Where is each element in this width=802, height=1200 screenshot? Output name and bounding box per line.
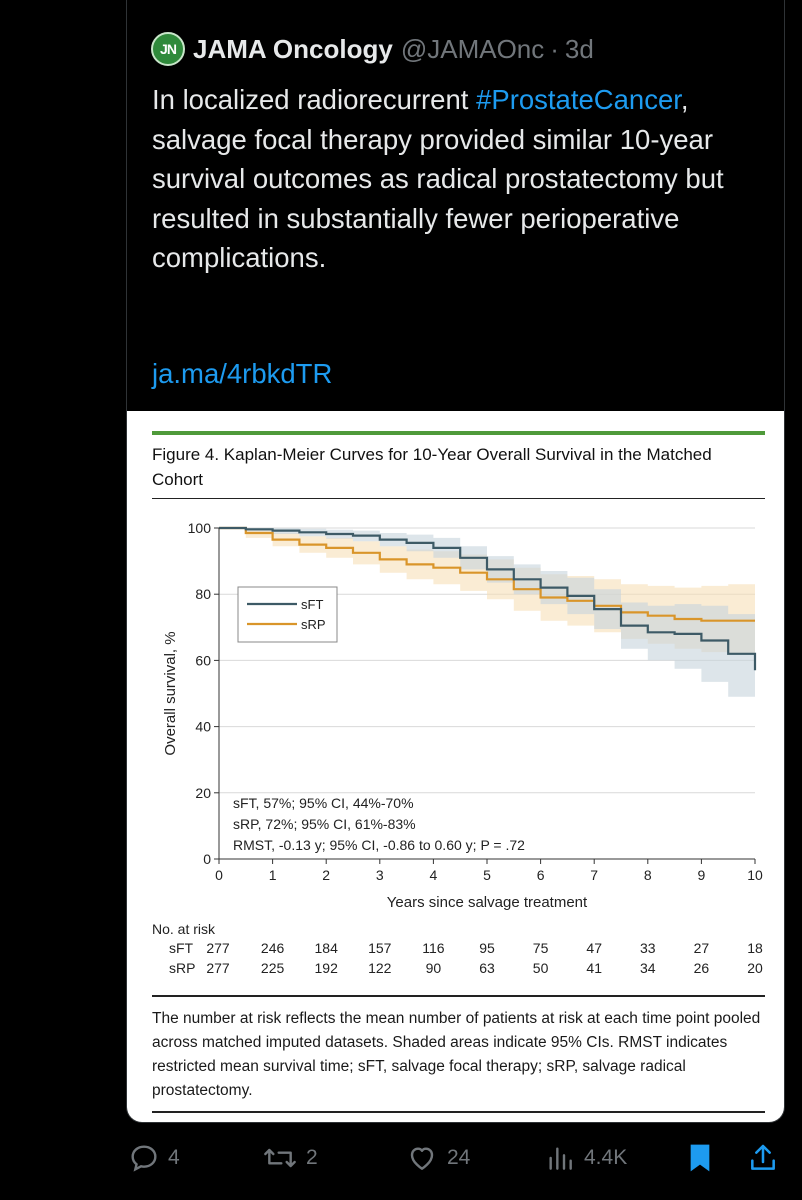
reply-button[interactable]: 4: [128, 1138, 180, 1178]
x-tick-label: 8: [644, 867, 652, 883]
repost-icon: [264, 1148, 296, 1168]
curve-srp: [219, 526, 755, 622]
annotation: sFT, 57%; 95% CI, 44%-70%: [233, 795, 414, 811]
curve-sft: [219, 526, 757, 671]
legend-box: [237, 586, 338, 643]
x-tick-label: 5: [483, 867, 491, 883]
risk-table-cell: 246: [261, 940, 285, 956]
display-name[interactable]: JAMA Oncology: [193, 33, 393, 64]
like-button[interactable]: 24: [405, 1138, 470, 1178]
x-tick-label: 1: [269, 867, 277, 883]
x-tick-label: 9: [698, 867, 706, 883]
figure-accent-bar: [152, 431, 765, 435]
x-tick-label: 4: [430, 867, 438, 883]
caption-divider: [152, 995, 765, 997]
hashtag-link[interactable]: #ProstateCancer: [476, 84, 681, 115]
risk-table-cell: 122: [368, 960, 392, 976]
y-tick-label: 40: [195, 719, 211, 735]
title-divider: [152, 498, 765, 499]
figure-bottom-divider: [152, 1111, 765, 1113]
article-link[interactable]: ja.ma/4rbkdTR: [152, 358, 333, 389]
repost-button[interactable]: 2: [262, 1138, 318, 1178]
risk-table-cell: 192: [315, 960, 339, 976]
risk-table-cell: 50: [533, 960, 549, 976]
x-tick-label: 0: [215, 867, 223, 883]
risk-table-cell: 95: [479, 940, 495, 956]
risk-table-cell: 18: [747, 940, 763, 956]
risk-table-cell: 41: [586, 960, 602, 976]
risk-table-cell: 47: [586, 940, 602, 956]
view-count: 4.4K: [584, 1146, 628, 1169]
action-bar: 4 2 24 4.4K: [0, 1138, 802, 1178]
heart-icon: [410, 1147, 434, 1170]
avatar[interactable]: JN: [151, 32, 185, 66]
share-button[interactable]: [747, 1138, 787, 1178]
risk-table-header: No. at risk: [152, 921, 216, 937]
y-tick-label: 60: [195, 652, 211, 668]
x-tick-label: 6: [537, 867, 545, 883]
risk-table-cell: 34: [640, 960, 656, 976]
separator: ·: [550, 33, 559, 64]
bookmark-button[interactable]: [686, 1138, 722, 1178]
views-icon: [549, 1147, 572, 1170]
views-button[interactable]: 4.4K: [544, 1138, 627, 1178]
y-axis-label: Overall survival, %: [162, 631, 179, 755]
y-tick-label: 0: [203, 851, 211, 867]
tweet-text-part1: In localized radiorecurrent: [152, 84, 477, 115]
tweet-card[interactable]: JN JAMA Oncology @JAMAOnc · 3d In locali…: [126, 0, 785, 1123]
reply-icon: [131, 1145, 157, 1172]
legend-label-srp: sRP: [301, 617, 326, 632]
risk-table-cell: 157: [368, 940, 392, 956]
risk-table-cell: 277: [206, 940, 230, 956]
risk-table-cell: 26: [694, 960, 710, 976]
y-tick-label: 80: [195, 586, 211, 602]
x-tick-label: 2: [322, 867, 330, 883]
figure-caption: The number at risk reflects the mean num…: [152, 1010, 761, 1099]
risk-table-cell: 27: [694, 940, 710, 956]
y-tick-label: 100: [188, 520, 212, 536]
figure-title: Figure 4. Kaplan-Meier Curves for 10-Yea…: [152, 445, 712, 489]
risk-table-cell: 225: [261, 960, 285, 976]
figure-image[interactable]: Figure 4. Kaplan-Meier Curves for 10-Yea…: [127, 411, 784, 1122]
risk-table-row-label: sRP: [169, 960, 195, 976]
x-axis-label: Years since salvage treatment: [387, 894, 588, 911]
reply-count: 4: [168, 1146, 180, 1169]
risk-table-row-label: sFT: [169, 940, 194, 956]
risk-table-cell: 75: [533, 940, 549, 956]
x-tick-label: 3: [376, 867, 384, 883]
risk-table-cell: 116: [422, 940, 445, 956]
risk-table-cell: 33: [640, 940, 656, 956]
risk-table-cell: 90: [426, 960, 442, 976]
risk-table-cell: 184: [315, 940, 339, 956]
tweet-text-part2: , salvage focal therapy provided similar…: [152, 84, 724, 273]
x-tick-label: 7: [590, 867, 598, 883]
risk-table-cell: 63: [479, 960, 495, 976]
handle[interactable]: @JAMAOnc: [400, 33, 545, 64]
x-tick-label: 10: [747, 867, 763, 883]
share-icon: [751, 1144, 775, 1170]
risk-table-cell: 277: [206, 960, 230, 976]
repost-count: 2: [306, 1146, 318, 1169]
annotation: sRP, 72%; 95% CI, 61%-83%: [233, 816, 416, 832]
annotation: RMST, -0.13 y; 95% CI, -0.86 to 0.60 y; …: [233, 837, 525, 853]
risk-table-cell: 20: [747, 960, 763, 976]
tweet-text: In localized radiorecurrent #ProstateCan…: [152, 80, 762, 278]
tweet-header: JN JAMA Oncology @JAMAOnc · 3d: [151, 30, 594, 68]
y-tick-label: 20: [195, 785, 211, 801]
bookmark-icon: [690, 1144, 710, 1172]
timestamp[interactable]: 3d: [564, 33, 594, 64]
legend-label-sft: sFT: [301, 597, 323, 612]
like-count: 24: [447, 1146, 471, 1169]
